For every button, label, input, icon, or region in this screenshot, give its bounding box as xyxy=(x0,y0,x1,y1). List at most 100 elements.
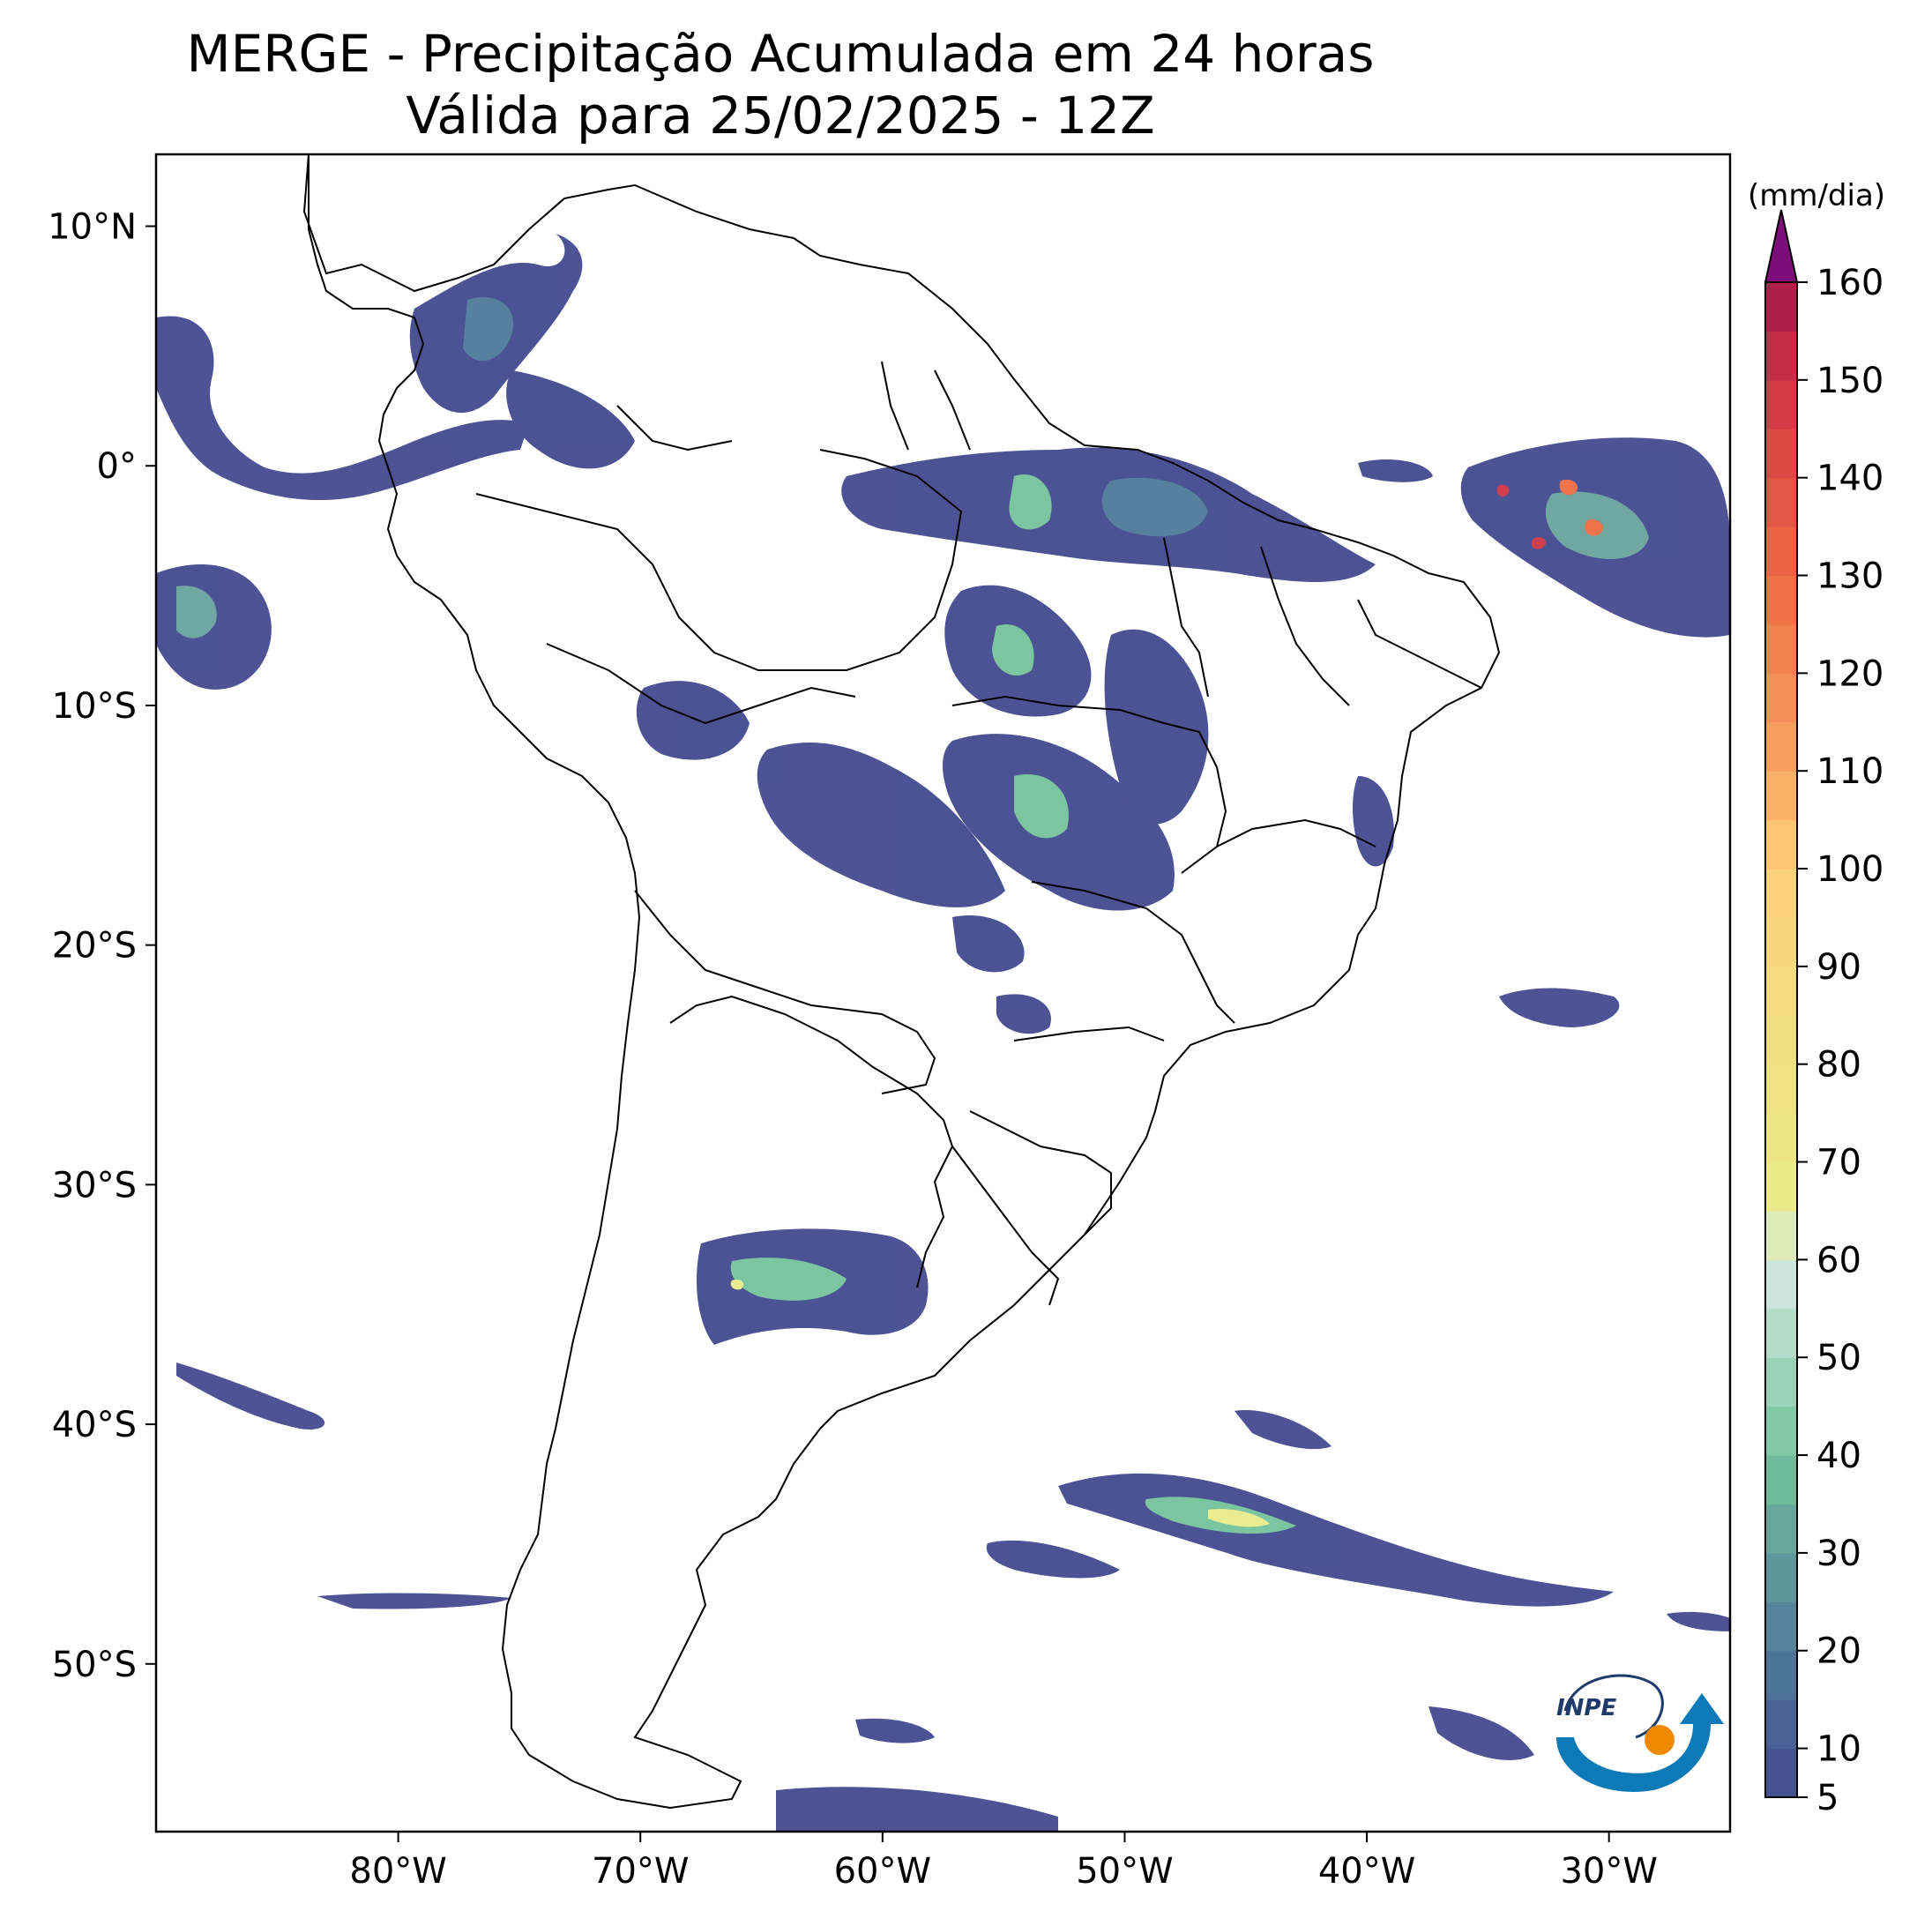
colorbar-segment xyxy=(1765,771,1797,821)
precip-patch xyxy=(1531,537,1547,549)
colorbar-unit: (mm/dia) xyxy=(1748,178,1885,213)
colorbar-segment xyxy=(1765,477,1797,527)
state-border xyxy=(1163,537,1209,698)
colorbar-tick-label: 30 xyxy=(1816,1534,1861,1574)
precip-patch xyxy=(1101,477,1208,537)
colorbar-tick-label: 70 xyxy=(1816,1143,1861,1183)
colorbar-tick-label: 140 xyxy=(1816,459,1884,499)
colorbar-segment xyxy=(1765,1748,1797,1798)
colorbar-segment xyxy=(1765,1210,1797,1260)
precip-patch xyxy=(176,1362,325,1430)
colorbar-tick-label: 100 xyxy=(1816,849,1884,890)
colorbar-segment xyxy=(1765,1064,1797,1114)
lat-tick-label: 50°S xyxy=(52,1645,137,1685)
precip-patch xyxy=(1499,988,1620,1027)
precip-patch xyxy=(1235,1410,1332,1450)
state-border xyxy=(1260,546,1350,706)
colorbar-tick-label: 80 xyxy=(1816,1045,1861,1086)
lon-tick-label: 60°W xyxy=(834,1851,931,1892)
precip-patch xyxy=(1585,519,1604,536)
precip-patch xyxy=(1358,459,1433,482)
country-border xyxy=(546,643,856,725)
precip-patch xyxy=(1009,474,1052,530)
colorbar-segment xyxy=(1765,379,1797,429)
precip-patch xyxy=(1208,1509,1270,1527)
colorbar-segment xyxy=(1765,1552,1797,1602)
precip-patch xyxy=(730,1258,847,1301)
colorbar-segment xyxy=(1765,819,1797,870)
colorbar-segment xyxy=(1765,429,1797,479)
precip-patch xyxy=(636,681,750,760)
state-border xyxy=(1013,1026,1165,1041)
colorbar-segment xyxy=(1765,966,1797,1016)
colorbar-segment xyxy=(1765,1161,1797,1212)
lat-tick-label: 0° xyxy=(97,446,137,487)
colorbar-segment xyxy=(1765,1357,1797,1407)
lon-tick-label: 80°W xyxy=(349,1851,446,1892)
colorbar-segments xyxy=(1765,282,1797,1798)
precip-patch xyxy=(757,742,1005,907)
precip-patch xyxy=(1667,1611,1730,1631)
precip-patch xyxy=(996,994,1051,1034)
map-title-line2: Válida para 25/02/2025 - 12Z xyxy=(406,86,1155,146)
state-border xyxy=(616,405,733,452)
colorbar-segment xyxy=(1765,575,1797,625)
colorbar-ticks: 5 10 20 30 40 50 60 70 80 90 100 110 120 130 140 150 160 xyxy=(1797,263,1884,1818)
precip-patch xyxy=(506,370,635,469)
precip-patch xyxy=(317,1593,511,1609)
logo-text: INPE xyxy=(1556,1695,1616,1721)
precip-patch xyxy=(776,1787,1058,1832)
colorbar-segment xyxy=(1765,1406,1797,1456)
colorbar-tick-label: 10 xyxy=(1816,1729,1861,1770)
country-border xyxy=(634,890,936,1094)
precip-patch xyxy=(986,1540,1120,1579)
colorbar-segment xyxy=(1765,1504,1797,1554)
latitude-ticks: 10°N 0° 10°S 20°S 30°S 40°S 50°S xyxy=(48,207,156,1685)
colorbar-tick-label: 40 xyxy=(1816,1436,1861,1476)
lon-tick-label: 30°W xyxy=(1560,1851,1657,1892)
logo-ring xyxy=(1563,1674,1664,1739)
precip-patch xyxy=(1014,774,1069,839)
lat-tick-label: 10°S xyxy=(52,686,137,727)
precip-patch xyxy=(1496,484,1510,497)
colorbar-segment xyxy=(1765,1015,1797,1065)
country-border xyxy=(669,995,954,1288)
colorbar-tick-label: 5 xyxy=(1816,1778,1839,1818)
precip-patch xyxy=(855,1718,935,1743)
colorbar-tick-label: 20 xyxy=(1816,1631,1861,1672)
colorbar-tick-label: 160 xyxy=(1816,263,1884,303)
colorbar-segment xyxy=(1765,1259,1797,1310)
colorbar-frame xyxy=(1764,281,1798,1798)
colorbar-segment xyxy=(1765,1455,1797,1505)
coastlines-and-borders xyxy=(302,154,1501,1810)
precip-patch xyxy=(176,586,217,638)
colorbar-tick-label: 90 xyxy=(1816,947,1861,988)
map-frame xyxy=(154,153,1732,1833)
colorbar-tick-label: 120 xyxy=(1816,653,1884,694)
colorbar-segment xyxy=(1765,1113,1797,1163)
colorbar-extend-arrow xyxy=(1764,209,1799,283)
precip-patch xyxy=(463,296,513,362)
state-border xyxy=(934,370,971,451)
colorbar-tick-label: 50 xyxy=(1816,1338,1861,1378)
lon-tick-label: 50°W xyxy=(1076,1851,1173,1892)
colorbar-segment xyxy=(1765,1308,1797,1358)
state-border xyxy=(1357,599,1482,689)
country-border xyxy=(475,449,963,671)
country-border xyxy=(969,1110,1112,1235)
precip-patch xyxy=(1104,629,1209,825)
precip-patch xyxy=(156,316,529,501)
logo-dot xyxy=(1645,1725,1675,1755)
colorbar-segment xyxy=(1765,869,1797,919)
precip-patch xyxy=(1353,776,1394,867)
precipitation-areas xyxy=(156,234,1730,1832)
map-title-line1: MERGE - Precipitação Acumulada em 24 hor… xyxy=(186,24,1375,84)
precip-patch xyxy=(992,624,1034,676)
lat-tick-label: 40°S xyxy=(52,1405,137,1445)
precip-patch xyxy=(1559,479,1578,496)
colorbar-tick-label: 150 xyxy=(1816,361,1884,401)
colorbar-segment xyxy=(1765,331,1797,381)
country-border xyxy=(951,1146,1060,1306)
